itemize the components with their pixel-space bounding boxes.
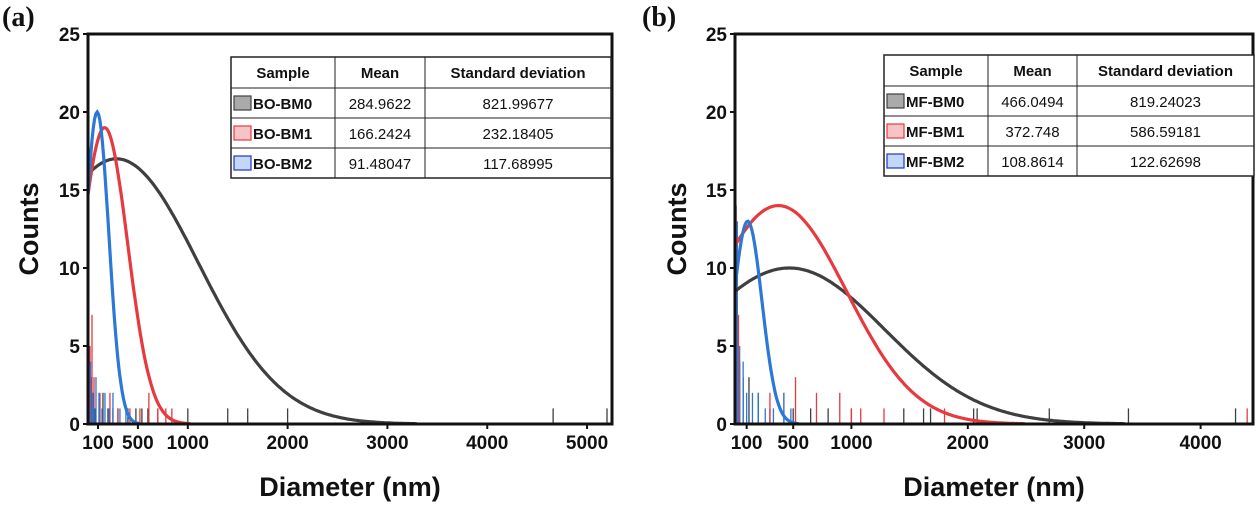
- y-tick-label: 15: [59, 181, 81, 202]
- sample-name: BO-BM2: [253, 156, 312, 173]
- sample-name: BO-BM0: [253, 96, 312, 113]
- y-tick-label: 15: [706, 181, 728, 202]
- x-tick-label: 2000: [947, 433, 989, 454]
- y-tick-label: 0: [69, 415, 80, 436]
- y-tick-label: 0: [716, 415, 727, 436]
- panel-b: (b) 0 5 10 15 20 25 100 500 1000 2000 3000 4000 Diame…: [642, 2, 1255, 502]
- fit-curve-bo-bm1: [86, 126, 191, 426]
- table-header: Sample: [909, 63, 962, 80]
- fit-curve-mf-bm1: [733, 204, 1026, 426]
- panel-a: (a) 0 5 10 15 20 25 100 500 1000 2000 3000 4000 5000 D…: [2, 2, 614, 502]
- mean-value: 372.748: [1005, 124, 1059, 141]
- x-tick-label: 1000: [830, 433, 872, 454]
- table-header: Sample: [256, 65, 309, 82]
- sd-value: 122.62698: [1130, 154, 1201, 171]
- legend-swatch: [233, 125, 252, 141]
- mean-value: 91.48047: [349, 156, 412, 173]
- y-tick-label: 25: [59, 25, 81, 46]
- mean-value: 284.9622: [349, 96, 412, 113]
- y-tick-label: 10: [706, 259, 727, 280]
- legend-swatch: [886, 123, 905, 139]
- x-tick-label: 100: [82, 433, 114, 454]
- sd-value: 821.99677: [483, 96, 554, 113]
- x-tick-label: 500: [777, 433, 809, 454]
- x-tick-label: 100: [731, 433, 763, 454]
- x-tick-label: 4000: [466, 433, 508, 454]
- x-tick-label: 3000: [1063, 433, 1105, 454]
- table-header: Mean: [361, 65, 399, 82]
- y-tick-label: 20: [706, 103, 727, 124]
- x-tick-label: 1000: [167, 433, 209, 454]
- plot-frame: [733, 32, 1255, 426]
- legend-swatch: [233, 155, 252, 171]
- mean-value: 108.8614: [1001, 154, 1064, 171]
- y-tick-label: 5: [716, 337, 727, 358]
- sample-name: MF-BM1: [906, 124, 964, 141]
- mean-value: 466.0494: [1001, 94, 1064, 111]
- sample-name: BO-BM1: [253, 126, 312, 143]
- fit-curve-mf-bm0: [734, 266, 1125, 426]
- x-tick-label: 500: [122, 433, 154, 454]
- x-tick-label: 3000: [366, 433, 408, 454]
- table-header: Standard deviation: [450, 65, 585, 82]
- x-axis-title: Diameter (nm): [903, 472, 1085, 502]
- legend-table: Sample Mean Standard deviation BO-BM0 284.96…: [230, 56, 612, 179]
- fit-curve-mf-bm2: [733, 219, 799, 426]
- fit-curve-bo-bm2: [86, 109, 141, 426]
- y-tick-label: 25: [706, 25, 728, 46]
- x-tick-label: 4000: [1179, 433, 1221, 454]
- sample-name: MF-BM0: [906, 94, 964, 111]
- plot-frame: [86, 32, 614, 426]
- legend-table: Sample Mean Standard deviation MF-BM0 466.04…: [883, 54, 1255, 177]
- table-header: Mean: [1013, 63, 1051, 80]
- legend-swatch: [886, 153, 905, 169]
- sample-name: MF-BM2: [906, 154, 964, 171]
- y-axis-title: Counts: [662, 183, 692, 276]
- fit-curve-bo-bm0: [86, 157, 417, 426]
- sd-value: 819.24023: [1130, 94, 1201, 111]
- x-axis-title: Diameter (nm): [259, 472, 441, 502]
- sd-value: 586.59181: [1130, 124, 1201, 141]
- x-tick-label: 2000: [266, 433, 308, 454]
- y-axis-title: Counts: [14, 183, 44, 276]
- legend-swatch: [233, 95, 252, 111]
- panel-label: (b): [642, 2, 676, 33]
- y-tick-label: 10: [59, 259, 80, 280]
- table-header: Standard deviation: [1098, 63, 1233, 80]
- sd-value: 117.68995: [483, 156, 553, 173]
- y-tick-label: 20: [59, 103, 80, 124]
- legend-swatch: [886, 93, 905, 109]
- sd-value: 232.18405: [483, 126, 554, 143]
- y-tick-label: 5: [69, 337, 80, 358]
- x-tick-label: 5000: [566, 433, 608, 454]
- mean-value: 166.2424: [349, 126, 412, 143]
- panel-label: (a): [2, 2, 35, 33]
